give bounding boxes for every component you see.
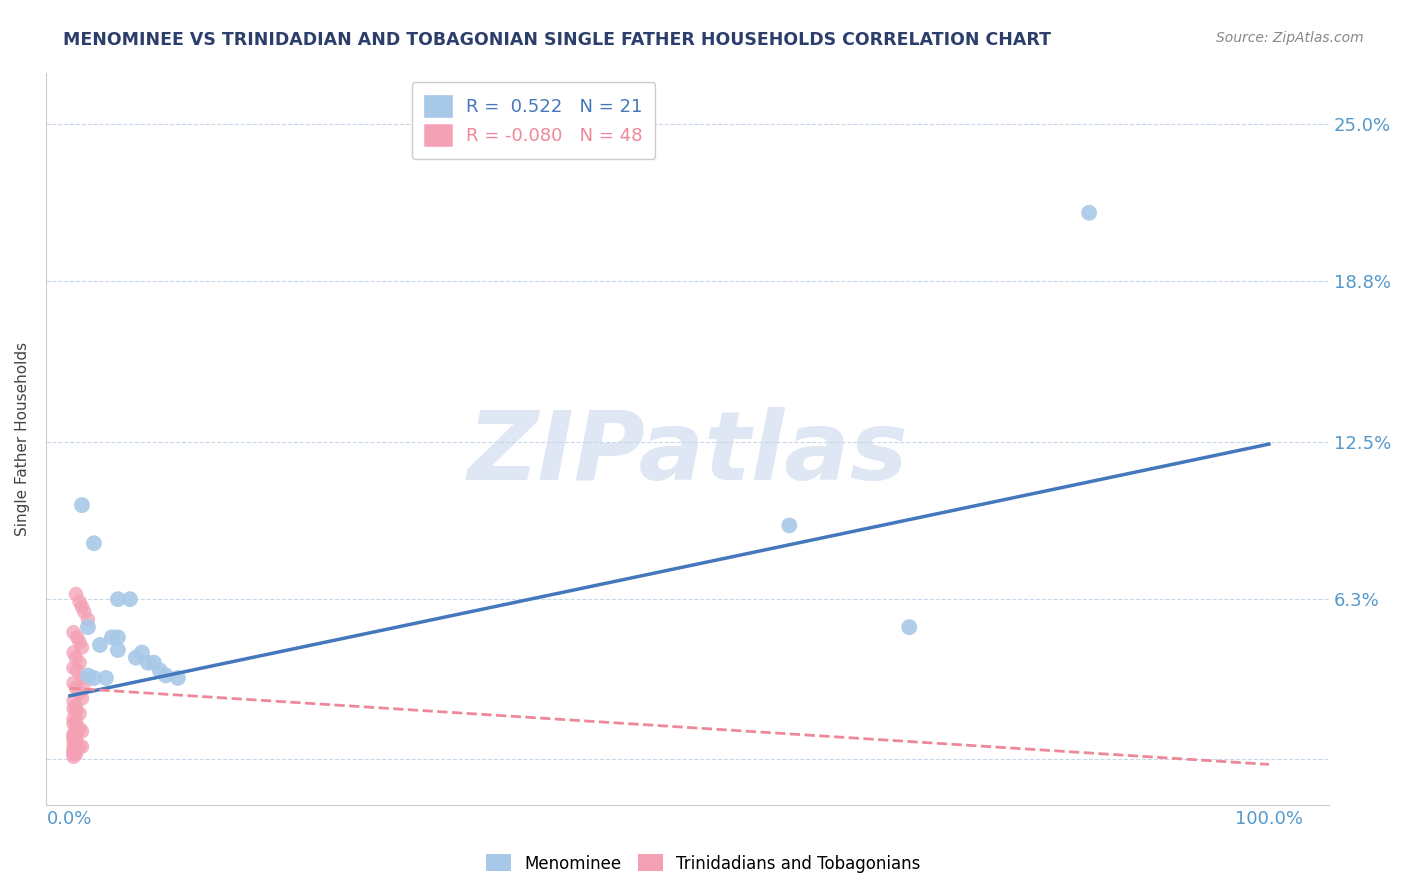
Point — [73, 605, 96, 619]
Point — [70, 671, 93, 685]
Point — [66, 664, 89, 678]
Point — [89, 638, 111, 652]
Point — [65, 734, 87, 748]
Point — [62, 712, 84, 726]
Point — [125, 650, 148, 665]
Text: Source: ZipAtlas.com: Source: ZipAtlas.com — [1216, 31, 1364, 45]
Point — [107, 643, 129, 657]
Point — [70, 691, 93, 706]
Point — [62, 716, 84, 731]
Point — [136, 656, 159, 670]
Point — [62, 737, 84, 751]
Point — [62, 676, 84, 690]
Y-axis label: Single Father Households: Single Father Households — [15, 342, 30, 536]
Point — [62, 661, 84, 675]
Point — [83, 536, 105, 550]
Point — [65, 714, 87, 729]
Point — [70, 724, 93, 739]
Point — [70, 498, 93, 512]
Point — [62, 694, 84, 708]
Point — [65, 727, 87, 741]
Point — [65, 745, 87, 759]
Point — [62, 742, 84, 756]
Point — [94, 671, 117, 685]
Point — [65, 719, 87, 733]
Point — [69, 722, 91, 736]
Point — [70, 739, 93, 754]
Point — [155, 668, 177, 682]
Point — [69, 656, 91, 670]
Point — [69, 635, 91, 649]
Point — [65, 742, 87, 756]
Point — [167, 671, 190, 685]
Point — [107, 630, 129, 644]
Legend: Menominee, Trinidadians and Tobagonians: Menominee, Trinidadians and Tobagonians — [479, 847, 927, 880]
Point — [62, 727, 84, 741]
Point — [62, 749, 84, 764]
Point — [62, 625, 84, 640]
Point — [77, 668, 100, 682]
Point — [62, 747, 84, 762]
Point — [73, 676, 96, 690]
Point — [65, 731, 87, 746]
Point — [66, 630, 89, 644]
Point — [898, 620, 921, 634]
Point — [131, 646, 153, 660]
Point — [70, 640, 93, 655]
Text: MENOMINEE VS TRINIDADIAN AND TOBAGONIAN SINGLE FATHER HOUSEHOLDS CORRELATION CHA: MENOMINEE VS TRINIDADIAN AND TOBAGONIAN … — [63, 31, 1052, 49]
Point — [62, 731, 84, 746]
Point — [149, 664, 172, 678]
Point — [77, 613, 100, 627]
Point — [65, 737, 87, 751]
Point — [69, 595, 91, 609]
Legend: R =  0.522   N = 21, R = -0.080   N = 48: R = 0.522 N = 21, R = -0.080 N = 48 — [412, 82, 655, 159]
Point — [83, 671, 105, 685]
Point — [62, 730, 84, 744]
Text: ZIPatlas: ZIPatlas — [467, 407, 908, 500]
Point — [65, 747, 87, 762]
Point — [62, 701, 84, 715]
Point — [65, 681, 87, 695]
Point — [62, 745, 84, 759]
Point — [65, 698, 87, 713]
Point — [69, 686, 91, 700]
Point — [142, 656, 165, 670]
Point — [107, 592, 129, 607]
Point — [69, 706, 91, 721]
Point — [62, 646, 84, 660]
Point — [778, 518, 800, 533]
Point — [65, 650, 87, 665]
Point — [101, 630, 124, 644]
Point — [69, 739, 91, 754]
Point — [65, 587, 87, 601]
Point — [1078, 206, 1101, 220]
Point — [65, 704, 87, 718]
Point — [77, 620, 100, 634]
Point — [118, 592, 141, 607]
Point — [70, 599, 93, 614]
